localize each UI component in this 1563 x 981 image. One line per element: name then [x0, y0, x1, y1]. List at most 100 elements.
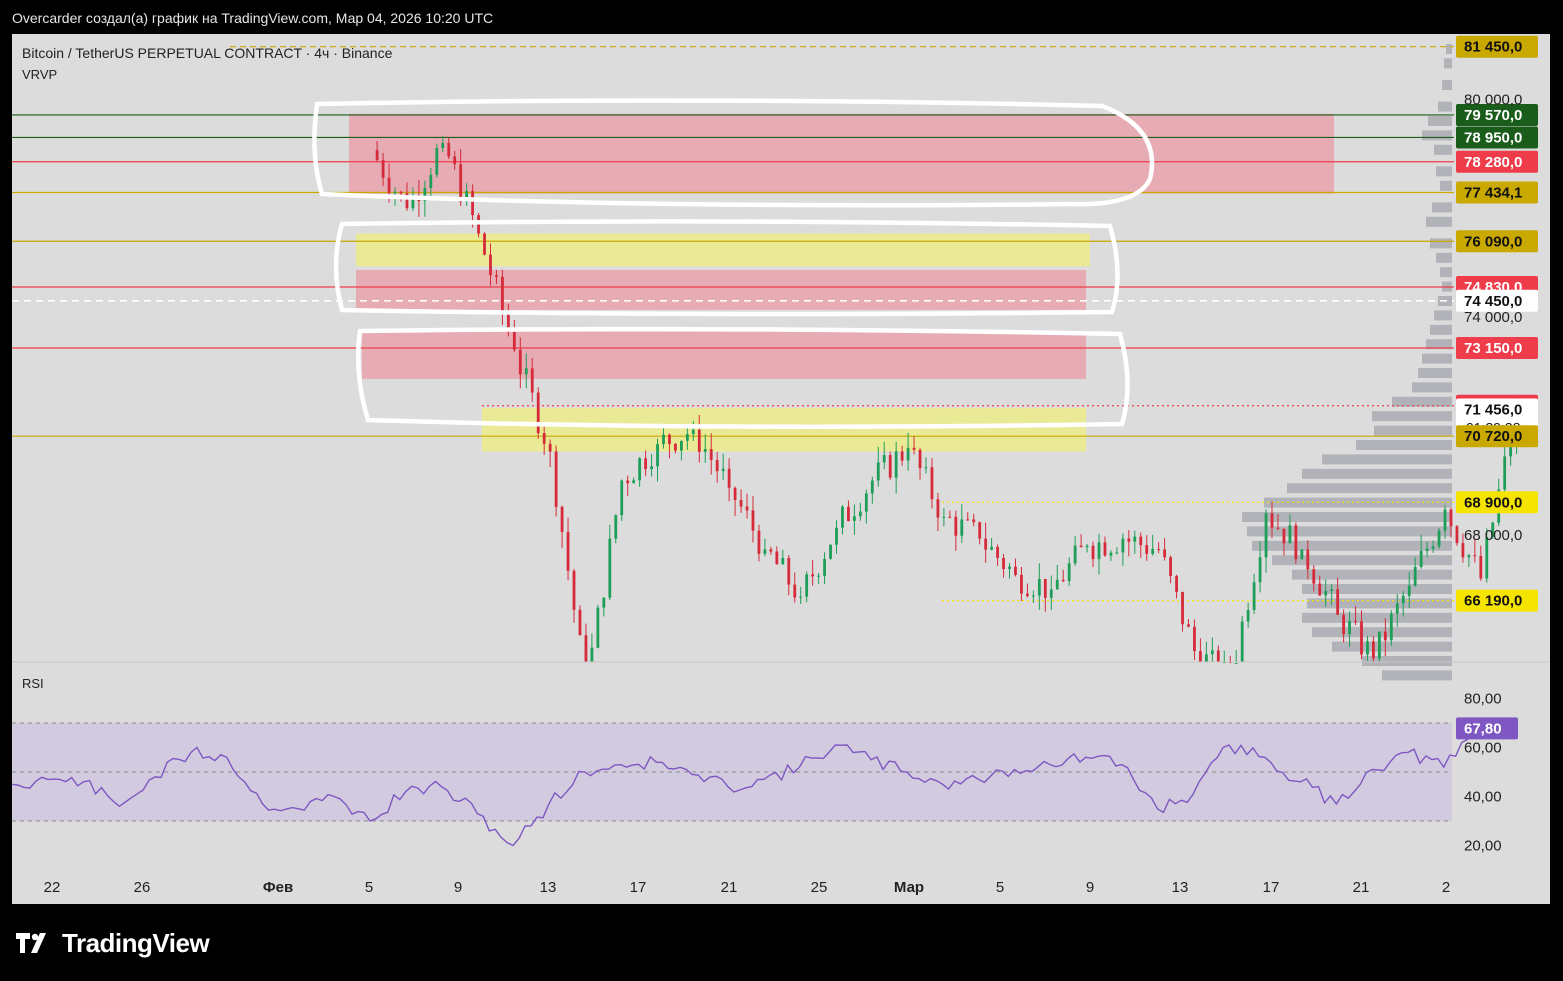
candle[interactable] [1145, 545, 1149, 554]
candle[interactable] [1455, 526, 1459, 544]
candle[interactable] [1324, 590, 1328, 596]
candle[interactable] [924, 467, 928, 469]
price-label[interactable] [1456, 337, 1538, 359]
candle[interactable] [900, 451, 904, 461]
candle[interactable] [662, 434, 665, 445]
candle[interactable] [745, 506, 749, 511]
candle[interactable] [1222, 662, 1226, 664]
candle[interactable] [1360, 621, 1363, 655]
candle[interactable] [1115, 552, 1119, 554]
candle[interactable] [411, 195, 415, 209]
candle[interactable] [835, 527, 838, 545]
price-label[interactable] [1456, 289, 1538, 312]
candle[interactable] [1407, 585, 1411, 596]
candle[interactable] [393, 191, 397, 193]
price-label[interactable] [1456, 589, 1538, 612]
candle[interactable] [870, 480, 874, 494]
candle[interactable] [954, 516, 958, 536]
candle[interactable] [1097, 542, 1101, 560]
candle[interactable] [847, 506, 850, 522]
candle[interactable] [1372, 641, 1375, 659]
candle[interactable] [1139, 536, 1143, 546]
candle[interactable] [1348, 620, 1351, 635]
candle[interactable] [679, 440, 683, 451]
candle[interactable] [471, 190, 474, 216]
candle[interactable] [572, 570, 576, 610]
candle[interactable] [972, 519, 976, 523]
candle[interactable] [566, 532, 570, 571]
candle[interactable] [763, 549, 767, 554]
candle[interactable] [1127, 538, 1131, 542]
candle[interactable] [966, 519, 970, 521]
candle[interactable] [757, 530, 761, 554]
candle[interactable] [1037, 578, 1041, 596]
candle[interactable] [739, 499, 743, 507]
candle[interactable] [1157, 548, 1161, 550]
chart-frame[interactable]: 81 450,0 79 570,0 78 950,0 78 280,0 77 434,1… [12, 34, 1550, 904]
candle[interactable] [1413, 566, 1417, 586]
candle[interactable] [1133, 536, 1137, 542]
candle[interactable] [1377, 631, 1381, 659]
candle[interactable] [1342, 614, 1345, 635]
candle[interactable] [1193, 626, 1196, 652]
candle[interactable] [996, 546, 999, 558]
rsi-value-label[interactable] [1456, 717, 1518, 740]
candle[interactable] [1419, 550, 1423, 567]
candle[interactable] [936, 499, 940, 518]
candle[interactable] [775, 551, 779, 565]
candle[interactable] [1473, 555, 1477, 557]
candle[interactable] [984, 538, 988, 550]
candle[interactable] [596, 607, 600, 648]
candle[interactable] [512, 332, 516, 350]
candle[interactable] [781, 558, 785, 565]
candle[interactable] [1216, 650, 1220, 662]
candle[interactable] [888, 455, 892, 478]
candle[interactable] [1103, 542, 1107, 556]
candle[interactable] [1228, 662, 1232, 664]
candle[interactable] [1318, 583, 1322, 596]
candle[interactable] [1008, 566, 1011, 570]
candle[interactable] [703, 449, 707, 452]
candle[interactable] [1503, 456, 1507, 490]
candle[interactable] [405, 193, 409, 209]
candle[interactable] [1491, 522, 1495, 537]
candle[interactable] [1252, 582, 1256, 611]
candle[interactable] [1240, 621, 1244, 662]
candle[interactable] [1258, 557, 1262, 583]
candle[interactable] [584, 635, 588, 662]
candle[interactable] [506, 311, 510, 333]
candle[interactable] [709, 449, 713, 461]
candle[interactable] [811, 574, 815, 577]
candle[interactable] [1067, 563, 1071, 582]
candle[interactable] [1401, 595, 1405, 604]
candle[interactable] [674, 443, 677, 451]
candle[interactable] [1049, 589, 1053, 598]
candle[interactable] [1449, 509, 1453, 527]
candle[interactable] [489, 254, 492, 276]
candle[interactable] [429, 174, 433, 188]
candle[interactable] [554, 451, 558, 507]
candle[interactable] [942, 516, 946, 518]
price-label[interactable] [1456, 103, 1538, 126]
candle[interactable] [715, 460, 719, 472]
candle[interactable] [876, 462, 880, 481]
candle[interactable] [644, 458, 647, 470]
candle[interactable] [1288, 525, 1292, 544]
candle[interactable] [787, 558, 791, 585]
candle[interactable] [960, 519, 964, 536]
candle[interactable] [1121, 538, 1125, 553]
candle[interactable] [733, 487, 737, 500]
candle[interactable] [799, 596, 803, 598]
candle[interactable] [1020, 574, 1023, 594]
candle[interactable] [668, 434, 671, 444]
candle[interactable] [1312, 569, 1316, 584]
candle[interactable] [1300, 549, 1304, 560]
candle[interactable] [638, 458, 642, 481]
candle[interactable] [1431, 546, 1435, 549]
candle[interactable] [560, 506, 564, 533]
price-label[interactable] [1456, 35, 1538, 58]
candle[interactable] [1002, 557, 1005, 570]
candle[interactable] [1210, 650, 1214, 655]
candle[interactable] [375, 150, 379, 161]
candle[interactable] [1169, 557, 1172, 576]
